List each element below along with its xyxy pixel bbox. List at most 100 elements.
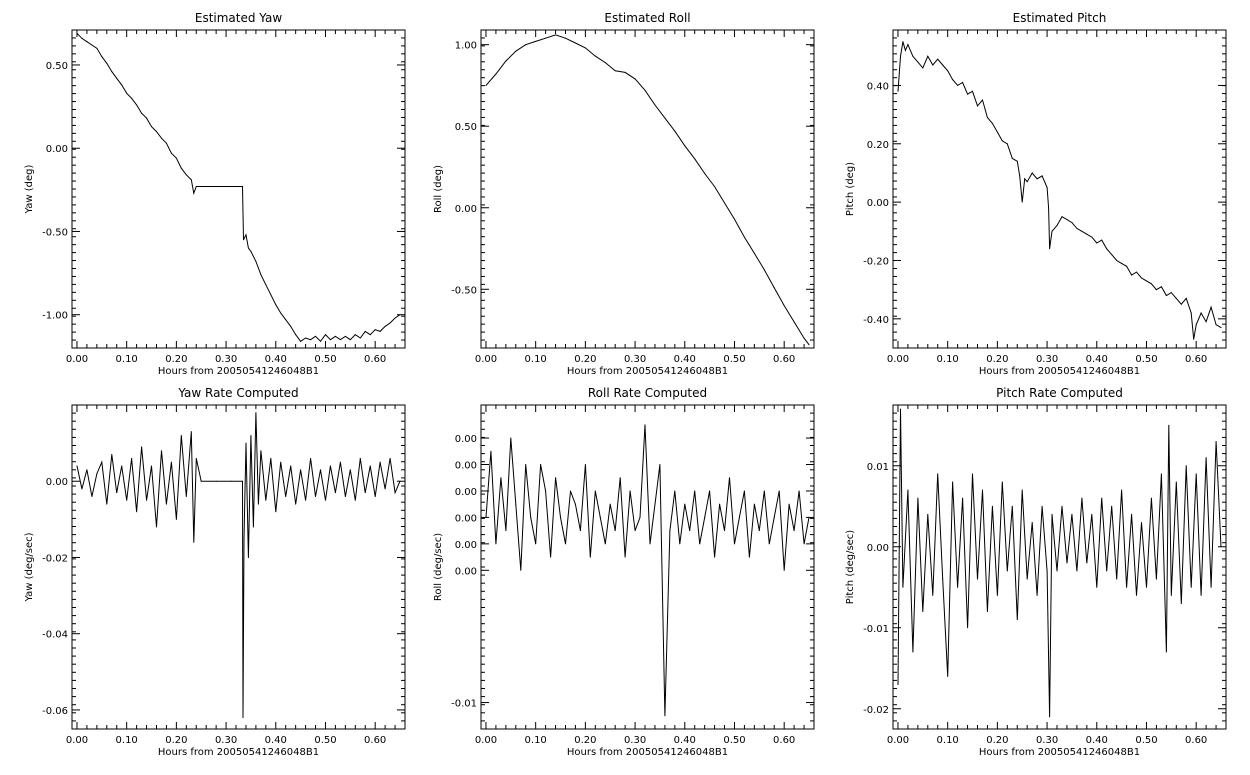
data-point (1101, 239, 1103, 241)
data-point (957, 84, 959, 86)
data-point (763, 269, 765, 271)
data-point (200, 186, 202, 188)
x-axis-label: Hours from 20050541246048B1 (158, 366, 319, 377)
data-point (917, 61, 919, 63)
data-point (126, 499, 128, 501)
x-tick-label: 0.60 (773, 354, 795, 365)
y-tick-label: 0.50 (455, 122, 477, 133)
data-point (252, 526, 254, 528)
chart-title: Estimated Roll (604, 11, 690, 25)
data-point (996, 594, 998, 596)
x-tick-label: 0.00 (887, 735, 909, 746)
y-axis-label: Yaw (deg/sec) (24, 532, 35, 602)
data-point (190, 431, 192, 433)
data-point (778, 490, 780, 492)
data-point (195, 457, 197, 459)
data-point (967, 627, 969, 629)
data-point (560, 516, 562, 518)
data-point (389, 322, 391, 324)
x-tick-label: 0.30 (215, 735, 237, 746)
x-tick-label: 0.00 (66, 354, 88, 365)
data-point (604, 543, 606, 545)
data-point (952, 79, 954, 81)
x-tick-label: 0.30 (215, 354, 237, 365)
y-tick-label: -0.20 (863, 256, 889, 267)
data-point (490, 450, 492, 452)
data-point (996, 131, 998, 133)
data-point (141, 112, 143, 114)
data-point (694, 490, 696, 492)
data-point (1155, 578, 1157, 580)
data-point (81, 488, 83, 490)
data-point (1046, 570, 1048, 572)
data-point (96, 473, 98, 475)
data-point (485, 84, 487, 86)
x-tick-label: 0.10 (525, 735, 547, 746)
chart-title: Roll Rate Computed (588, 386, 707, 400)
data-point (1150, 497, 1152, 499)
data-point (193, 192, 195, 194)
data-point (743, 236, 745, 238)
data-point (932, 64, 934, 66)
data-point (121, 84, 123, 86)
data-point (364, 330, 366, 332)
data-point (334, 335, 336, 337)
data-point (763, 490, 765, 492)
data-point (1205, 457, 1207, 459)
data-point (81, 37, 83, 39)
data-point (1145, 280, 1147, 282)
data-point (803, 543, 805, 545)
data-point (515, 503, 517, 505)
data-point (295, 334, 297, 336)
data-point (922, 611, 924, 613)
data-point (126, 92, 128, 94)
x-tick-label: 0.50 (314, 354, 336, 365)
data-point (1036, 178, 1038, 180)
data-point (947, 675, 949, 677)
data-point (907, 44, 909, 46)
data-point (111, 454, 113, 456)
x-tick-label: 0.40 (265, 735, 287, 746)
data-point (1185, 465, 1187, 467)
data-point (86, 469, 88, 471)
data-point (679, 543, 681, 545)
data-point (962, 82, 964, 84)
x-tick-label: 0.50 (314, 735, 336, 746)
data-point (121, 465, 123, 467)
y-tick-label: -0.40 (863, 315, 889, 326)
data-point (1048, 207, 1050, 209)
plot-frame (71, 404, 406, 730)
data-point (594, 490, 596, 492)
data-point (743, 490, 745, 492)
x-tick-label: 0.40 (1086, 354, 1108, 365)
data-point (793, 530, 795, 532)
data-point (245, 234, 247, 236)
data-point (91, 44, 93, 46)
data-point (904, 49, 906, 51)
data-point (981, 489, 983, 491)
data-point (927, 513, 929, 515)
data-point (530, 516, 532, 518)
y-tick-label: 0.00 (46, 477, 68, 488)
plot-frame (892, 29, 1227, 349)
data-point (270, 457, 272, 459)
data-point (738, 516, 740, 518)
data-point (195, 186, 197, 188)
x-tick-label: 0.50 (723, 354, 745, 365)
data-point (250, 250, 252, 252)
data-point (200, 480, 202, 482)
data-point (1101, 497, 1103, 499)
data-point (1160, 286, 1162, 288)
data-point (175, 157, 177, 159)
series-line (897, 41, 1222, 340)
data-point (141, 446, 143, 448)
data-point (525, 44, 527, 46)
data-point (709, 490, 711, 492)
x-tick-label: 0.10 (937, 354, 959, 365)
y-tick-label: 0.00 (455, 487, 477, 498)
data-point (1066, 219, 1068, 221)
chart-panel-0: 0.00 0.10 0.20 0.30 0.40 0.50 0.60 0.50 0.00 -0.5… (24, 11, 406, 377)
x-axis-label: Hours from 20050541246048B1 (979, 747, 1140, 758)
data-point (912, 55, 914, 57)
data-point (902, 586, 904, 588)
